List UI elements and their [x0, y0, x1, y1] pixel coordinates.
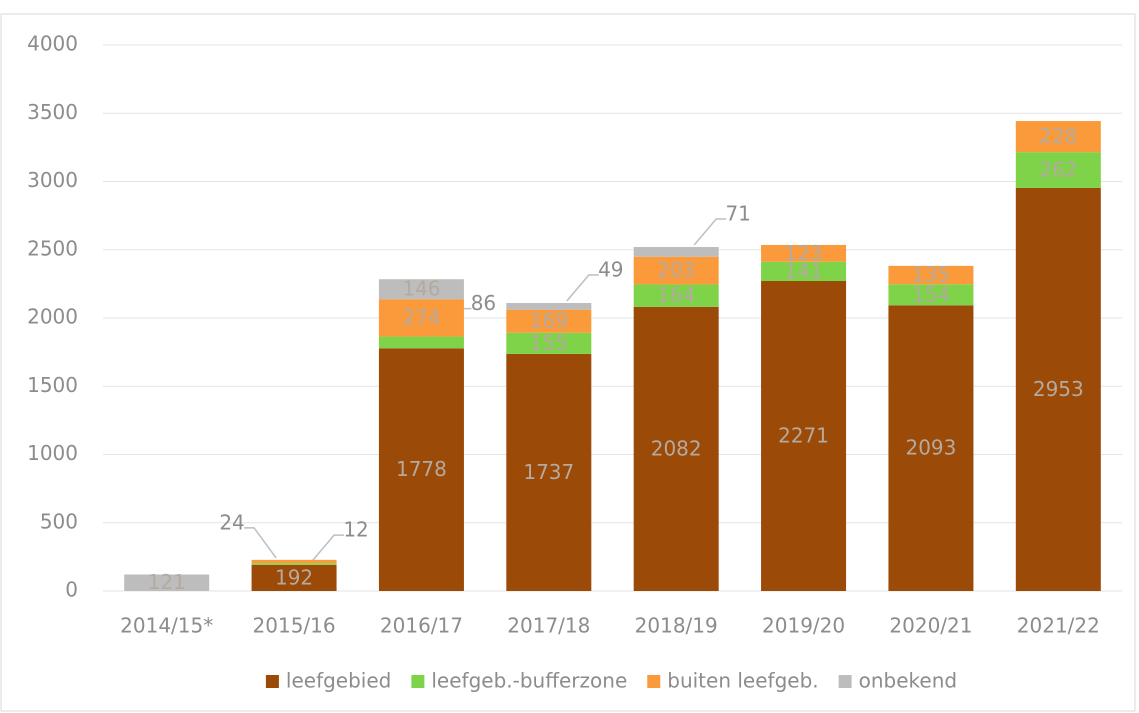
bar-segment: [761, 261, 847, 282]
leader-line: [311, 534, 345, 562]
data-label: 2093: [905, 436, 956, 460]
leader-line: [566, 274, 599, 302]
data-label: 2271: [778, 424, 829, 448]
legend-label: buiten leefgeb.: [667, 669, 818, 693]
data-label: 123: [784, 241, 822, 265]
data-label: 169: [530, 309, 568, 333]
data-label: 49: [598, 257, 623, 281]
bar-segment: [888, 305, 974, 591]
y-tick-label: 1500: [27, 373, 78, 397]
bar-segment: [378, 348, 464, 591]
bar-segment: [888, 284, 974, 306]
bar-segment: [1015, 187, 1101, 591]
bar-segment: [506, 332, 592, 354]
y-tick-label: 500: [40, 509, 78, 533]
data-label: 262: [1039, 158, 1077, 182]
bar-segment: [633, 247, 719, 257]
data-label: 274: [402, 305, 440, 329]
data-label: 155: [530, 331, 568, 355]
bar-segment: [633, 256, 719, 285]
data-label: 192: [275, 565, 313, 589]
data-label: 1737: [523, 460, 574, 484]
data-label: 203: [657, 258, 695, 282]
x-tick-label: 2019/20: [762, 614, 845, 638]
leader-line: [244, 527, 277, 559]
x-tick-label: 2020/21: [889, 614, 972, 638]
data-label: 135: [912, 263, 950, 287]
x-tick-label: 2018/19: [635, 614, 718, 638]
legend-swatch: [411, 675, 425, 688]
legend-label: onbekend: [859, 669, 957, 693]
bar-segment: [506, 353, 592, 591]
data-label: 1778: [396, 457, 447, 481]
y-tick-label: 3500: [27, 100, 78, 124]
legend-swatch: [647, 675, 661, 688]
legend-swatch: [838, 675, 852, 688]
bar-segment: [1015, 152, 1101, 188]
data-label: 228: [1039, 124, 1077, 148]
bar-segment: [378, 279, 464, 300]
data-label: 2082: [651, 436, 702, 460]
data-label: 121: [148, 570, 186, 594]
x-tick-label: 2017/18: [507, 614, 590, 638]
bar-segment: [633, 284, 719, 307]
x-tick-label: 2016/17: [380, 614, 463, 638]
y-tick-label: 4000: [27, 32, 78, 56]
y-tick-label: 3000: [27, 168, 78, 192]
bar-segment: [378, 336, 464, 349]
bar-segment: [761, 281, 847, 591]
data-label: 154: [912, 282, 950, 306]
bar-segment: [124, 574, 210, 591]
legend-label: leefgebied: [286, 669, 391, 693]
data-label: 164: [657, 283, 695, 307]
bar-segment: [251, 559, 337, 564]
x-tick-label: 2021/22: [1017, 614, 1100, 638]
data-label: 12: [343, 518, 368, 542]
y-tick-label: 0: [65, 578, 78, 602]
bar-segment: [251, 563, 337, 565]
legend-label: leefgeb.-bufferzone: [431, 669, 627, 693]
bar-segment: [761, 244, 847, 262]
bar-segment: [633, 306, 719, 591]
y-tick-label: 2500: [27, 236, 78, 260]
data-label: 71: [725, 202, 750, 226]
bar-segment: [1015, 121, 1101, 153]
bar-segment: [506, 309, 592, 333]
data-label: 24: [219, 510, 244, 534]
x-tick-label: 2015/16: [253, 614, 336, 638]
y-tick-label: 2000: [27, 305, 78, 329]
leader-line: [693, 218, 727, 246]
data-label: 146: [402, 277, 440, 301]
data-label: 2953: [1033, 377, 1084, 401]
bar-segment: [378, 299, 464, 337]
data-label: 141: [784, 259, 822, 283]
data-label: 86: [471, 291, 496, 315]
bar-segment: [251, 564, 337, 591]
bar-segment: [888, 265, 974, 285]
y-tick-label: 1000: [27, 441, 78, 465]
x-tick-label: 2014/15*: [120, 614, 213, 638]
legend-swatch: [265, 675, 279, 688]
bar-segment: [506, 302, 592, 310]
